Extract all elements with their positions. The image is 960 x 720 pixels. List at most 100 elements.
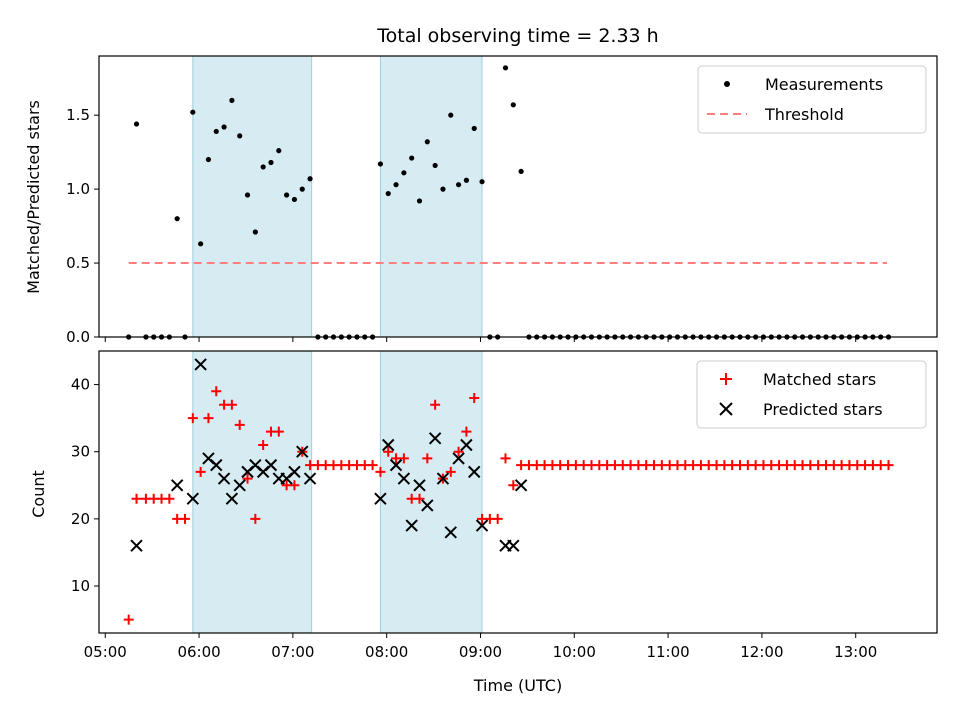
bottom-legend-box (696, 360, 927, 429)
measurement-point (424, 139, 430, 145)
matched-star-point (131, 493, 142, 504)
measurement-point (205, 156, 212, 163)
measurement-point (432, 162, 438, 169)
predicted-star-point (389, 458, 403, 472)
measurement-point (213, 128, 219, 135)
matched-star-point (250, 513, 261, 524)
x-tick-label: 09:00 (459, 643, 502, 661)
measurement-point (448, 112, 454, 118)
measurement-point (229, 97, 235, 103)
matched-star-point (164, 493, 175, 504)
top-legend: Measurements Threshold (697, 65, 927, 134)
predicted-star-point (194, 358, 207, 371)
predicted-star-point (468, 465, 481, 479)
matched-star-point (445, 466, 456, 477)
measurement-point (221, 124, 227, 130)
bottom-y-tick-label: 30 (71, 443, 90, 461)
measurement-point (299, 186, 305, 192)
predicted-star-point (233, 479, 246, 492)
measurement-point (455, 182, 462, 188)
x-tick-label: 10:00 (553, 643, 596, 661)
bottom-plot-frame (98, 350, 938, 634)
legend-matched-label: Matched stars (763, 370, 876, 389)
measurement-point (133, 121, 140, 127)
legend-predicted-label: Predicted stars (763, 400, 883, 419)
measurement-point (260, 164, 266, 170)
measurement-point (471, 125, 477, 132)
matched-star-point (492, 513, 503, 524)
measurement-point (393, 182, 399, 188)
measurement-point (518, 168, 524, 174)
bottom-shaded-interval (192, 350, 313, 634)
bottom-y-axis-label: Count (29, 470, 48, 518)
measurement-point (416, 198, 423, 204)
top-panel: 0.0 0.5 1.0 1.5 Matched/Predicted stars Mea… (24, 55, 938, 346)
matched-star-point (500, 453, 511, 464)
predicted-star-point (225, 492, 239, 505)
top-y-tick-label: 1.0 (66, 180, 90, 198)
predicted-star-point (475, 519, 489, 532)
measurement-point (401, 170, 407, 176)
legend-threshold-label: Threshold (764, 105, 844, 124)
matched-star-point (422, 453, 433, 464)
measurement-point (198, 241, 204, 247)
predicted-star-point (288, 465, 301, 479)
matched-star-point (398, 453, 409, 464)
measurement-point (174, 216, 180, 222)
bottom-shaded-interval (379, 350, 483, 634)
legend-matched-marker (720, 373, 732, 385)
predicted-star-point (507, 539, 520, 552)
predicted-star-point (413, 479, 426, 492)
matched-star-point (414, 493, 425, 504)
legend-predicted-marker (719, 402, 733, 416)
matched-star-point (234, 419, 245, 430)
predicted-star-point (460, 438, 473, 452)
predicted-star-point (264, 458, 278, 472)
top-shaded-interval (379, 55, 483, 338)
x-tick-label: 05:00 (84, 643, 127, 661)
matched-star-point (179, 513, 190, 524)
matched-star-point (211, 386, 222, 397)
predicted-star-point (452, 452, 465, 465)
matched-star-point (883, 460, 894, 471)
measurement-point (440, 186, 446, 192)
measurement-point (237, 133, 243, 139)
predicted-star-point (296, 445, 309, 458)
matched-star-point (383, 446, 394, 457)
x-tick-label: 07:00 (271, 643, 314, 661)
predicted-star-point (421, 499, 434, 512)
top-y-tick-label: 0.5 (66, 254, 90, 272)
top-plot-frame (98, 55, 938, 338)
x-tick-label: 12:00 (740, 643, 783, 661)
matched-star-point (242, 473, 253, 484)
matched-star-point (508, 480, 519, 491)
top-y-axis-label: Matched/Predicted stars (24, 100, 43, 294)
matched-star-point (226, 399, 237, 410)
measurement-point (409, 155, 415, 161)
measurement-point (276, 148, 282, 154)
matched-star-point (195, 466, 206, 477)
matched-star-point (430, 399, 441, 410)
predicted-star-point (210, 458, 223, 472)
top-shaded-interval (192, 55, 313, 338)
matched-star-point (289, 480, 300, 491)
matched-star-point (123, 614, 134, 625)
measurement-point (284, 192, 290, 198)
measurement-point (377, 161, 384, 167)
predicted-star-point (397, 472, 411, 485)
measurement-point (307, 176, 313, 182)
bottom-panel: 10 20 30 40 05:00 06:00 07:00 08:00 09:00 10:00 1… (29, 350, 938, 695)
measurement-point (510, 102, 516, 108)
measurement-point (479, 179, 485, 185)
x-tick-label: 13:00 (834, 643, 877, 661)
matched-star-point (453, 446, 464, 457)
predicted-star-point (374, 492, 387, 505)
predicted-star-point (436, 472, 450, 485)
matched-star-point (273, 426, 284, 437)
predicted-star-point (217, 472, 231, 485)
x-tick-label: 08:00 (365, 643, 408, 661)
measurement-point (244, 192, 251, 198)
matched-star-point (469, 393, 480, 403)
predicted-star-point (170, 479, 184, 492)
